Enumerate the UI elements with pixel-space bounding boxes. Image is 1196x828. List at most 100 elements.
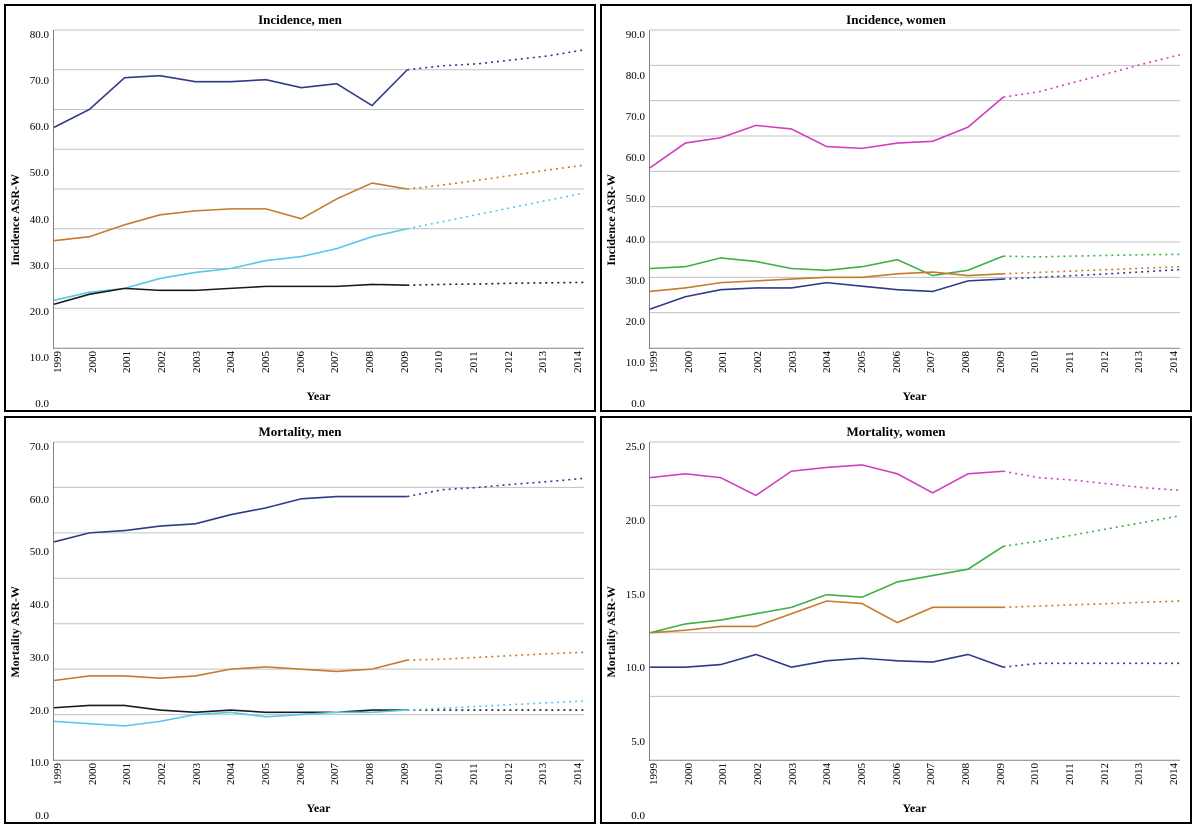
data-series-solid [650,272,1003,291]
x-tick-label: 1999 [53,351,64,387]
plot-wrap: Incidence ASR-W90.080.070.060.050.040.03… [602,30,1190,410]
data-series-solid [650,546,1003,632]
data-series-projection [407,701,584,710]
y-tick-label: 10.0 [25,758,49,769]
x-tick-label: 2014 [573,351,584,387]
x-tick-label: 2013 [1134,763,1145,799]
data-series-projection [407,193,584,229]
y-axis-ticks: 70.060.050.040.030.020.010.00.0 [25,442,53,822]
y-tick-label: 40.0 [621,235,645,246]
y-tick-label: 60.0 [25,495,49,506]
chart-panel: Mortality, womenMortality ASR-W25.020.01… [600,416,1192,824]
y-axis-ticks: 80.070.060.050.040.030.020.010.00.0 [25,30,53,410]
chart-panel: Incidence, women Incidence ASR-W 90.0 80.0 7… [600,4,1192,412]
y-tick-label: 5.0 [621,737,645,748]
x-tick-label: 2012 [1100,351,1111,387]
x-tick-label: 2002 [753,763,764,799]
y-tick-label: 40.0 [25,215,49,226]
y-tick-label: 25.0 [621,442,645,453]
y-tick-label: 30.0 [621,276,645,287]
y-tick-label: 20.0 [621,516,645,527]
x-tick-label: 2014 [573,763,584,799]
x-tick-label: 2002 [157,351,168,387]
x-tick-label: 2013 [538,763,549,799]
y-tick-label: 0.0 [621,811,645,822]
x-tick-label: 2001 [718,351,729,387]
data-series-solid [54,660,407,680]
panel-title: Incidence, women [602,6,1190,30]
y-tick-label: 0.0 [621,399,645,410]
data-series-solid [650,601,1003,633]
x-axis-ticks: 1999200020012002200320042005200620072008… [649,349,1180,387]
x-tick-label: 2011 [469,351,480,387]
x-tick-label: 2008 [365,351,376,387]
y-tick-label: 80.0 [621,71,645,82]
y-axis-label: Mortality ASR-W [602,586,621,678]
data-series-projection [407,282,584,285]
y-tick-label: 50.0 [25,547,49,558]
x-tick-label: 2008 [961,351,972,387]
y-tick-label: 70.0 [621,112,645,123]
chart-grid: Incidence, menIncidence ASR-W80.070.060.… [4,4,1192,824]
x-axis-ticks: 1999200020012002200320042005200620072008… [53,761,584,799]
x-tick-label: 2007 [926,763,937,799]
y-tick-label: 50.0 [25,168,49,179]
data-series-projection [1003,471,1180,490]
x-tick-label: 2006 [296,351,307,387]
plot-area [53,442,584,761]
data-series-projection [1003,55,1180,97]
x-tick-label: 2011 [1065,763,1076,799]
y-axis-label: Incidence ASR-W [602,174,621,266]
x-tick-label: 1999 [53,763,64,799]
x-tick-label: 2013 [1134,351,1145,387]
y-tick-label: 60.0 [25,122,49,133]
y-tick-label: 20.0 [25,706,49,717]
data-series-projection [407,50,584,70]
y-tick-label: 10.0 [25,353,49,364]
x-tick-label: 2008 [365,763,376,799]
plot-area [649,442,1180,761]
x-tick-label: 2004 [822,351,833,387]
x-tick-label: 2000 [88,763,99,799]
y-tick-label: 30.0 [25,653,49,664]
x-tick-label: 2007 [330,763,341,799]
x-axis-label: Year [649,387,1180,410]
plot-wrap: Mortality ASR-W25.020.015.010.05.00.0199… [602,442,1190,822]
x-tick-label: 2010 [1030,763,1041,799]
x-tick-label: 2005 [261,351,272,387]
chart-panel: Mortality, menMortality ASR-W70.060.050.… [4,416,596,824]
data-series-projection [1003,516,1180,547]
x-tick-label: 2004 [226,763,237,799]
y-tick-label: 20.0 [25,307,49,318]
x-tick-label: 2000 [684,351,695,387]
data-series-projection [407,165,584,189]
y-tick-label: 40.0 [25,600,49,611]
data-series-solid [54,229,407,301]
chart-panel: Incidence, menIncidence ASR-W80.070.060.… [4,4,596,412]
data-series-solid [54,183,407,241]
x-tick-label: 2012 [1100,763,1111,799]
x-tick-label: 1999 [649,351,660,387]
x-tick-label: 2014 [1169,351,1180,387]
x-tick-label: 2001 [718,763,729,799]
x-tick-label: 2005 [261,763,272,799]
x-tick-label: 2000 [684,763,695,799]
panel-title: Mortality, women [602,418,1190,442]
plot-and-x: 1999200020012002200320042005200620072008… [53,442,594,822]
data-series-solid [54,70,407,128]
y-tick-label: 0.0 [25,399,49,410]
x-tick-label: 2006 [892,763,903,799]
x-tick-label: 2009 [996,763,1007,799]
x-axis-label: Year [53,387,584,410]
y-tick-label: 80.0 [25,30,49,41]
x-tick-label: 2008 [961,763,972,799]
data-series-projection [1003,601,1180,607]
y-tick-label: 60.0 [621,153,645,164]
x-tick-label: 2010 [434,763,445,799]
x-tick-label: 2012 [504,351,515,387]
data-series-projection [1003,663,1180,667]
plot-and-x: 1999200020012002200320042005200620072008… [649,442,1190,822]
x-tick-label: 2005 [857,763,868,799]
x-tick-label: 2012 [504,763,515,799]
y-tick-label: 90.0 [621,30,645,41]
